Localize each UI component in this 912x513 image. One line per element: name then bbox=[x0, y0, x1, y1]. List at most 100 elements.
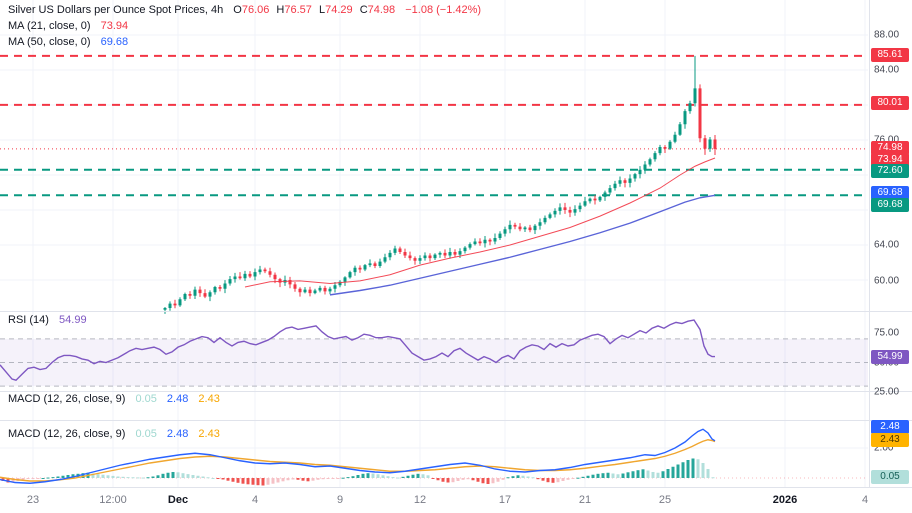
macd-hist-bar bbox=[341, 477, 345, 479]
ma50-legend[interactable]: MA (50, close, 0) 69.68 bbox=[8, 36, 128, 48]
candle-body bbox=[553, 210, 557, 215]
macd-hist-bar bbox=[576, 477, 580, 479]
candle-body bbox=[668, 141, 672, 149]
candle-body bbox=[623, 180, 627, 183]
candle-body bbox=[398, 248, 402, 252]
candle-body bbox=[403, 252, 407, 256]
candle-body bbox=[703, 138, 707, 149]
macd-hist-bar bbox=[691, 458, 695, 478]
candle-body bbox=[453, 252, 457, 255]
macd-hist-bar bbox=[526, 476, 530, 478]
time-label-23: 23 bbox=[26, 494, 40, 506]
macd-label: MACD (12, 26, close, 9) bbox=[8, 393, 126, 405]
high-value: 76.57 bbox=[284, 4, 312, 16]
candle-body bbox=[238, 276, 242, 279]
chart-plot-area[interactable] bbox=[0, 0, 870, 487]
candle-body bbox=[593, 198, 597, 201]
macd-hist-bar bbox=[326, 478, 330, 479]
open-value: 76.06 bbox=[241, 4, 270, 16]
candle-body bbox=[618, 180, 622, 184]
macd-hist-bar bbox=[586, 475, 590, 478]
macd-hist-bar bbox=[111, 475, 115, 478]
macd-hist-bar bbox=[651, 472, 655, 478]
price-axis[interactable]: 88.0084.0076.0064.0060.0075.0050.0025.00… bbox=[870, 0, 912, 487]
macd-hist-bar bbox=[476, 478, 480, 482]
macd-hist-bar bbox=[181, 473, 185, 478]
macd-hist-bar bbox=[606, 472, 610, 478]
candle-body bbox=[273, 274, 277, 280]
macd-hist-bar bbox=[541, 478, 545, 481]
ma50-line bbox=[329, 194, 716, 296]
candle-body bbox=[183, 294, 187, 300]
time-label-4: 4 bbox=[251, 494, 259, 506]
macd-hist-bar bbox=[636, 470, 640, 478]
ma21-value: 73.94 bbox=[100, 20, 129, 32]
candle-body bbox=[293, 284, 297, 289]
ma21-line bbox=[244, 157, 716, 288]
candle-body bbox=[228, 279, 232, 284]
change-value: −1.08 (−1.42%) bbox=[405, 4, 482, 16]
candle-body bbox=[373, 263, 377, 266]
macd-hist-bar bbox=[466, 478, 470, 480]
rsi-legend[interactable]: RSI (14) 54.99 bbox=[8, 314, 87, 326]
macd-hist-bar bbox=[191, 475, 195, 478]
macd-hist-bar bbox=[426, 475, 430, 478]
candle-body bbox=[338, 281, 342, 286]
low-label: L bbox=[318, 4, 326, 16]
axis-label: 2.00 bbox=[874, 442, 894, 454]
close-value: 74.98 bbox=[367, 4, 396, 16]
divider-macd1-macd2[interactable] bbox=[0, 420, 912, 421]
candle-body bbox=[393, 248, 397, 253]
macd-hist-bar bbox=[21, 478, 25, 480]
candle-body bbox=[628, 178, 632, 183]
macd-hist-bar bbox=[276, 478, 280, 483]
candle-body bbox=[353, 267, 357, 273]
candle-body bbox=[248, 273, 252, 277]
macd-hist-bar bbox=[91, 473, 95, 478]
macd-hist-bar bbox=[706, 469, 710, 478]
candle-body bbox=[478, 241, 482, 244]
time-axis[interactable]: 23 12:00 Dec 4 9 12 17 21 25 2026 4 bbox=[0, 488, 912, 513]
ma50-value: 69.68 bbox=[100, 36, 129, 48]
candle-body bbox=[168, 303, 172, 308]
macd-hist-bar bbox=[176, 472, 180, 478]
axis-price-badge: 80.01 bbox=[871, 96, 909, 110]
axis-label: 60.00 bbox=[874, 275, 900, 287]
candle-body bbox=[568, 210, 572, 213]
macd-hist-bar bbox=[491, 478, 495, 484]
candle-body bbox=[433, 254, 437, 259]
macd-line-value: 2.48 bbox=[166, 393, 189, 405]
axis-price-badge: 69.68 bbox=[871, 186, 909, 200]
macd-hist-bar bbox=[156, 475, 160, 478]
symbol-legend[interactable]: Silver US Dollars per Ounce Spot Prices,… bbox=[8, 4, 481, 16]
open-label: O bbox=[233, 4, 242, 16]
candle-body bbox=[653, 153, 657, 160]
rsi-value: 54.99 bbox=[59, 314, 87, 326]
candle-body bbox=[348, 272, 352, 278]
macd-main-line bbox=[0, 428, 716, 484]
candle-body bbox=[278, 279, 282, 283]
candle-body bbox=[538, 222, 542, 226]
macd-legend[interactable]: MACD (12, 26, close, 9) 0.05 2.48 2.43 bbox=[8, 428, 220, 440]
macd-hist-bar bbox=[186, 474, 190, 478]
macd-hist-bar bbox=[36, 478, 40, 479]
macd-hist-bar bbox=[236, 478, 240, 483]
macd-legend-collapsed[interactable]: MACD (12, 26, close, 9) 0.05 2.48 2.43 bbox=[8, 393, 220, 405]
macd-signal-value: 2.43 bbox=[198, 393, 220, 405]
time-label-12: 12 bbox=[413, 494, 427, 506]
candle-body bbox=[673, 134, 677, 142]
axis-price-badge: 54.99 bbox=[871, 350, 909, 364]
macd-hist-bar bbox=[296, 478, 300, 480]
symbol-title: Silver US Dollars per Ounce Spot Prices,… bbox=[8, 4, 224, 16]
ma21-legend[interactable]: MA (21, close, 0) 73.94 bbox=[8, 20, 128, 32]
rsi-line bbox=[0, 319, 715, 381]
candle-body bbox=[528, 227, 532, 231]
macd-hist-bar bbox=[386, 476, 390, 478]
macd-signal-value: 2.43 bbox=[198, 428, 220, 440]
divider-price-rsi[interactable] bbox=[0, 311, 912, 312]
macd-hist-bar bbox=[546, 478, 550, 483]
time-label-2026: 2026 bbox=[772, 494, 798, 506]
divider-rsi-macd1[interactable] bbox=[0, 391, 912, 392]
macd-hist-bar bbox=[6, 478, 10, 483]
macd-hist-bar bbox=[551, 478, 555, 483]
